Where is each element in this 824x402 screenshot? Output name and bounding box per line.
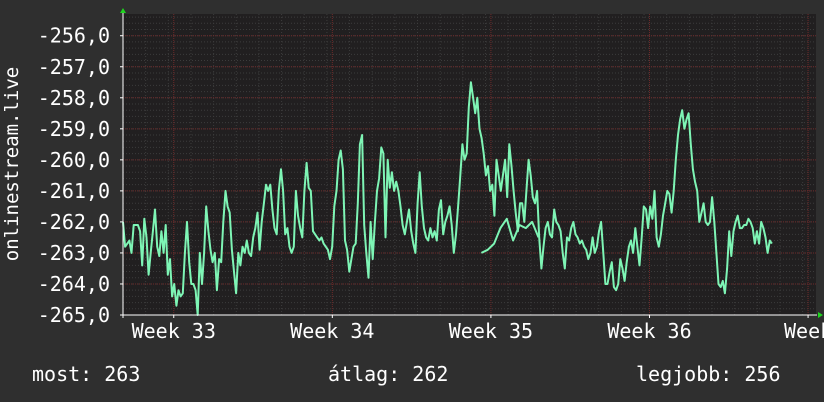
y-tick-label: -261,0 bbox=[38, 179, 110, 203]
y-tick-label: -257,0 bbox=[38, 55, 110, 79]
y-tick-label: -259,0 bbox=[38, 117, 110, 141]
y-tick-label: -263,0 bbox=[38, 241, 110, 265]
x-tick-label: Week 33 bbox=[132, 319, 216, 343]
x-axis-arrow-icon bbox=[818, 312, 823, 318]
current-label: most: bbox=[32, 362, 93, 386]
y-axis-label: onlinestream.live bbox=[1, 67, 23, 261]
average-value-readout: átlag: 262 bbox=[328, 362, 448, 386]
average-label: átlag: bbox=[328, 362, 401, 386]
x-tick-label: Week bbox=[784, 319, 824, 343]
best-value: 256 bbox=[744, 362, 781, 386]
y-tick-label: -258,0 bbox=[38, 86, 110, 110]
x-tick-label: Week 36 bbox=[607, 319, 691, 343]
y-tick-label: -262,0 bbox=[38, 210, 110, 234]
series-layer bbox=[122, 81, 773, 316]
y-tick-label: -256,0 bbox=[38, 24, 110, 48]
best-value-readout: legjobb: 256 bbox=[636, 362, 781, 386]
x-tick-label: Week 34 bbox=[290, 319, 374, 343]
y-tick-label: -265,0 bbox=[38, 303, 110, 327]
x-tick-label: Week 35 bbox=[449, 319, 533, 343]
series-line-1 bbox=[122, 81, 773, 316]
series-line-2 bbox=[480, 217, 540, 254]
best-label: legjobb: bbox=[636, 362, 733, 386]
current-value: 263 bbox=[104, 362, 141, 386]
y-tick-label: -264,0 bbox=[38, 272, 110, 296]
y-axis-arrow-icon bbox=[120, 8, 126, 13]
average-value: 262 bbox=[412, 362, 449, 386]
x-axis-ticks: Week 33 Week 34 Week 35 Week 36 Week bbox=[132, 315, 824, 343]
y-tick-label: -260,0 bbox=[38, 148, 110, 172]
current-value-readout: most: 263 bbox=[32, 362, 140, 386]
y-axis-ticks: -256,0 -257,0 -258,0 -259,0 -260,0 -261,0 -262… bbox=[38, 24, 123, 327]
